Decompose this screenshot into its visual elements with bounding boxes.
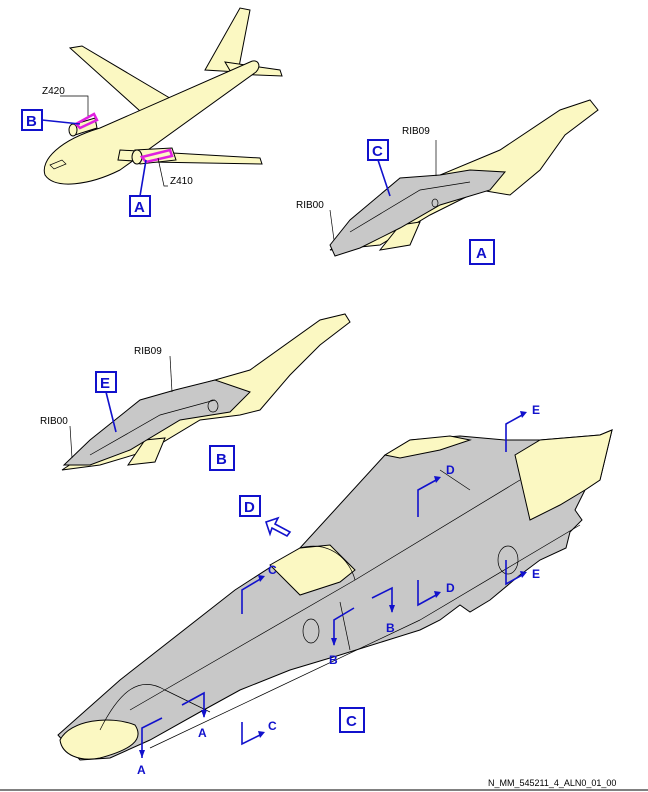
callout-c-view-a-label: C xyxy=(372,143,383,160)
zone-z410-label: Z410 xyxy=(170,176,193,187)
pylon-z420-highlight xyxy=(73,112,99,130)
section-e-upper-label: E xyxy=(532,403,540,417)
section-d-upper-label: D xyxy=(446,463,455,477)
view-a-rib09-label: RIB09 xyxy=(402,126,430,137)
pylon-z410-highlight xyxy=(139,148,174,164)
callout-box-d xyxy=(239,495,261,517)
view-b-pylon: RIB09 RIB00 E B xyxy=(40,313,351,471)
callout-d-label: D xyxy=(244,499,255,516)
callout-e-view-b-label: E xyxy=(100,375,110,392)
callout-box-a-overview xyxy=(129,195,151,217)
figure-reference: N_MM_545211_4_ALN0_01_00 xyxy=(488,778,616,788)
callout-box-b-overview xyxy=(21,109,43,131)
section-e-lower-label: E xyxy=(532,567,540,581)
view-a-pylon: RIB09 RIB00 C A xyxy=(296,99,599,265)
aircraft-overview: Z420 Z410 B A xyxy=(21,7,283,217)
callout-box-e-view-b xyxy=(95,371,117,393)
section-c-lower-label: C xyxy=(268,719,277,733)
section-d-lower-label: D xyxy=(446,581,455,595)
view-b-title: B xyxy=(216,451,227,468)
section-b-left-label: B xyxy=(329,653,338,667)
section-c-upper-label: C xyxy=(268,563,277,577)
view-c-pylon-detail: D A A B B C C D D E E xyxy=(57,403,613,777)
section-b-right-label: B xyxy=(386,621,395,635)
view-b-rib09-label: RIB09 xyxy=(134,346,162,357)
view-a-title: A xyxy=(476,245,487,262)
view-a-rib00-label: RIB00 xyxy=(296,200,324,211)
view-direction-arrow-icon xyxy=(264,516,292,538)
callout-box-c-view-a xyxy=(367,139,389,161)
callout-a-overview-label: A xyxy=(134,199,145,216)
view-c-title: C xyxy=(346,713,357,730)
view-b-title-box xyxy=(209,445,235,471)
callout-b-overview-label: B xyxy=(26,113,37,130)
view-a-title-box xyxy=(469,239,495,265)
view-b-rib00-label: RIB00 xyxy=(40,416,68,427)
zone-z420-label: Z420 xyxy=(42,86,65,97)
section-a-right-label: A xyxy=(198,726,207,740)
section-a-left-label: A xyxy=(137,763,146,777)
view-c-title-box xyxy=(339,707,365,733)
